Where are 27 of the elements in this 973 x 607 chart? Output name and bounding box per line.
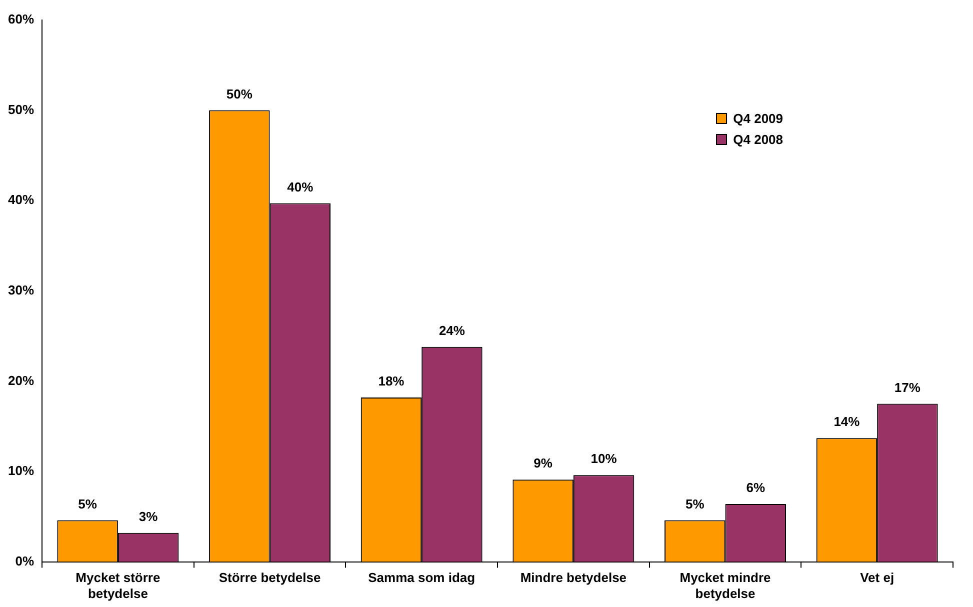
data-label: 9% — [534, 456, 553, 471]
data-label: 24% — [438, 322, 466, 338]
data-label: 14% — [834, 414, 860, 430]
x-tick-label: Mycket mindre betydelse — [680, 570, 771, 601]
y-tick-label: 40% — [8, 192, 34, 208]
data-label: 5% — [685, 496, 705, 512]
x-tick-label: Mindre betydelse — [520, 570, 627, 586]
data-label: 18% — [378, 374, 405, 389]
y-tick-label: 0% — [15, 553, 34, 568]
legend-label: Q4 2008 — [733, 132, 784, 147]
x-tick-label: Större betydelse — [218, 570, 321, 586]
data-label: 6% — [746, 480, 766, 496]
data-label: 5% — [78, 496, 98, 512]
data-label: 40% — [287, 179, 314, 194]
y-tick-label: 50% — [8, 102, 34, 117]
data-label: 10% — [590, 451, 618, 466]
y-tick-label: 20% — [8, 372, 34, 388]
data-label: 50% — [226, 86, 253, 102]
x-tick-label: Vet ej — [860, 570, 894, 586]
legend-label: Q4 2009 — [733, 111, 784, 126]
x-tick-label: Samma som idag — [368, 570, 476, 586]
x-tick-label: Mycket större betydelse — [76, 570, 160, 601]
data-label: 17% — [894, 380, 921, 395]
y-tick-label: 30% — [8, 282, 34, 298]
data-label: 3% — [138, 508, 158, 524]
y-tick-label: 10% — [8, 463, 34, 478]
y-tick-label: 60% — [8, 12, 34, 27]
